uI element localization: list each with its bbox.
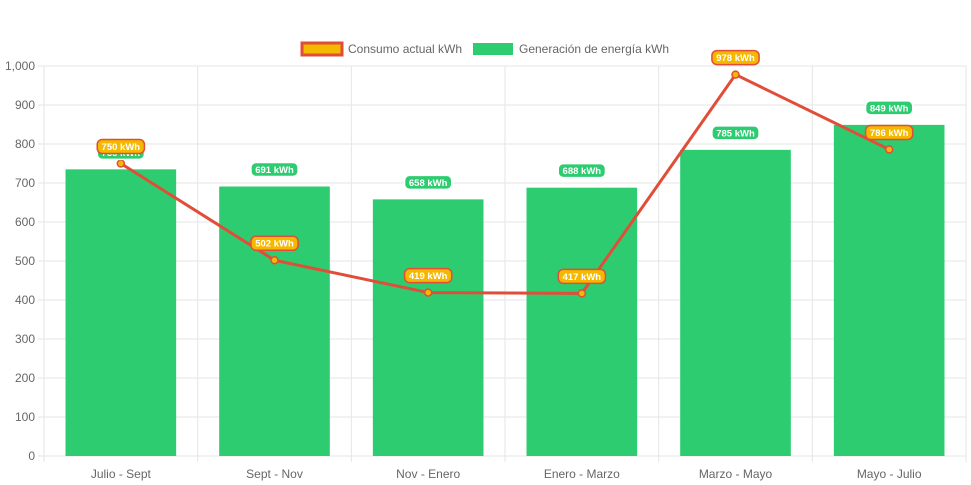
- bar-data-label-bg: [403, 174, 453, 191]
- y-tick-label: 800: [15, 137, 35, 151]
- bar-data-label-text: 785 kWh: [716, 128, 755, 139]
- line-data-label: 786 kWh: [864, 124, 914, 141]
- bar[interactable]: [680, 149, 791, 456]
- y-tick-label: 300: [15, 332, 35, 346]
- y-tick-label: 500: [15, 254, 35, 268]
- y-tick-label: 400: [15, 293, 35, 307]
- legend-label-consumo: Consumo actual kWh: [348, 42, 462, 56]
- line-point[interactable]: [731, 70, 740, 79]
- line-data-label-text: 786 kWh: [870, 128, 909, 139]
- x-tick-label: Sept - Nov: [246, 467, 303, 481]
- bar-data-label-bg: [250, 161, 299, 178]
- line-point[interactable]: [577, 289, 587, 298]
- line-data-label: 978 kWh: [711, 49, 760, 66]
- x-tick-label: Nov - Enero: [396, 467, 460, 481]
- line-data-label-text: 419 kWh: [409, 271, 448, 282]
- x-tick-label: Mayo - Julio: [857, 467, 922, 481]
- line-data-label-text: 417 kWh: [563, 272, 602, 283]
- grid: [38, 65, 967, 462]
- bar-data-label-text: 688 kWh: [563, 166, 602, 177]
- bar-data-label: 785 kWh: [711, 125, 760, 141]
- bar[interactable]: [219, 186, 330, 456]
- y-tick-label: 600: [15, 215, 35, 229]
- legend-swatch-generacion: [473, 43, 513, 55]
- line-data-label-bg: [557, 268, 607, 285]
- bar-data-label: 691 kWh: [250, 161, 299, 178]
- y-tick-label: 100: [15, 410, 35, 424]
- line-data-label-bg: [864, 124, 914, 141]
- y-tick-label: 200: [15, 371, 35, 385]
- line-path: [120, 73, 890, 295]
- line-data-label: 750 kWh: [96, 138, 146, 155]
- bar-data-label-text: 849 kWh: [870, 103, 909, 114]
- y-tick-label: 1,000: [5, 59, 35, 73]
- line-data-label-bg: [403, 267, 453, 284]
- bar-data-label-bg: [557, 162, 607, 179]
- line-data-label: 502 kWh: [250, 235, 299, 251]
- line-data-label-bg: [711, 49, 760, 66]
- line-point[interactable]: [116, 159, 126, 168]
- y-tick-label: 900: [15, 98, 35, 112]
- line-data-labels: 750 kWh 502 kWh 419 kWh 417 kWh 978 kWh 786 k…: [96, 49, 914, 285]
- legend: Consumo actual kWh Generación de energía…: [300, 41, 669, 57]
- bar-data-label-bg: [711, 125, 760, 141]
- legend-item-consumo[interactable]: Consumo actual kWh: [300, 41, 462, 57]
- bar[interactable]: [833, 124, 945, 456]
- x-tick-label: Marzo - Mayo: [699, 467, 773, 481]
- line-data-label-text: 978 kWh: [716, 53, 755, 64]
- y-tick-label: 0: [28, 449, 35, 463]
- bar-data-label-bg: [864, 100, 914, 116]
- line-data-label: 417 kWh: [557, 268, 607, 285]
- y-tick-label: 700: [15, 176, 35, 190]
- line-data-label-text: 750 kWh: [102, 142, 141, 153]
- line-point[interactable]: [423, 288, 433, 297]
- x-axis: Julio - Sept Sept - Nov Nov - Enero Enero -…: [91, 467, 922, 481]
- bar-data-label: 849 kWh: [864, 100, 914, 116]
- line-data-label: 419 kWh: [403, 267, 453, 284]
- x-tick-label: Enero - Marzo: [544, 467, 620, 481]
- line-data-label-text: 502 kWh: [255, 239, 294, 250]
- bar-data-label-text: 691 kWh: [255, 165, 294, 176]
- bar[interactable]: [372, 199, 484, 456]
- line-point[interactable]: [270, 255, 279, 265]
- x-tick-label: Julio - Sept: [91, 467, 152, 481]
- bar-data-label: 658 kWh: [403, 174, 453, 191]
- y-axis: 0 100 200 300 400 500 600 700 800 900 1,000: [5, 59, 35, 463]
- bar[interactable]: [526, 187, 638, 456]
- line-point[interactable]: [884, 145, 894, 154]
- bar[interactable]: [65, 169, 177, 456]
- line-data-label-bg: [250, 235, 299, 251]
- line-data-label-bg: [96, 138, 146, 155]
- legend-item-generacion[interactable]: Generación de energía kWh: [473, 42, 669, 56]
- legend-swatch-consumo: [300, 41, 344, 57]
- legend-label-generacion: Generación de energía kWh: [519, 42, 669, 56]
- bar-data-label-text: 658 kWh: [409, 178, 448, 189]
- bar-data-label: 688 kWh: [557, 162, 607, 179]
- line-series: [116, 70, 894, 298]
- bar-series: [65, 124, 945, 456]
